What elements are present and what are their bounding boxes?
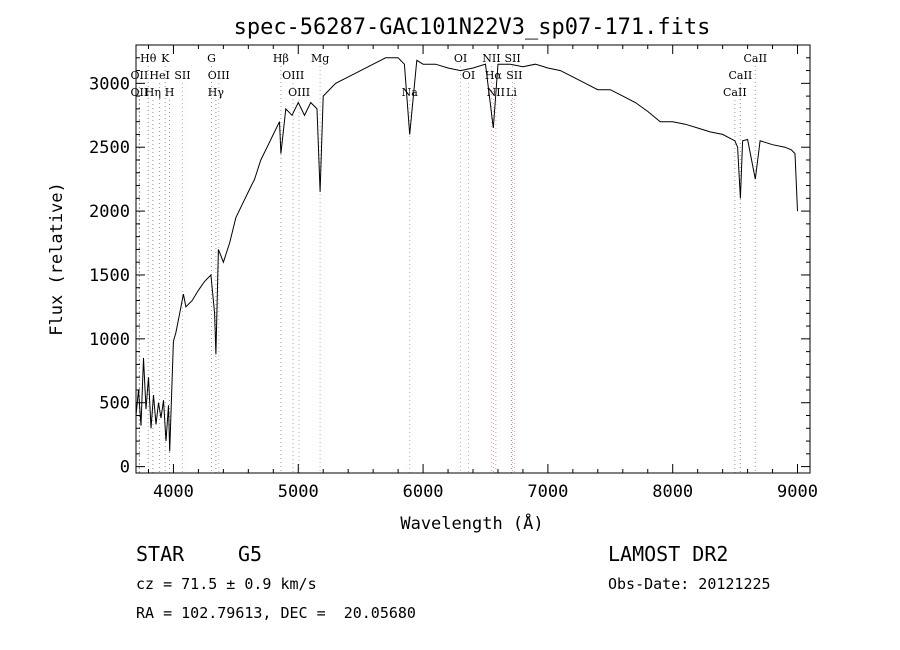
line-marker-label: SII	[174, 69, 190, 82]
x-tick-label: 4000	[153, 482, 194, 502]
line-marker-label: OII	[131, 86, 149, 99]
line-marker-label: Hγ	[208, 86, 225, 99]
y-axis: 0 500 1000 1500 2000 2500 3000	[89, 57, 810, 478]
line-marker-label: Hη	[145, 86, 161, 99]
y-tick-label: 1500	[89, 266, 130, 286]
x-tick-label: 9000	[777, 482, 818, 502]
x-axis: 4000 5000 6000 7000 8000 9000	[147, 45, 818, 502]
line-marker-label: K	[161, 52, 170, 65]
x-tick-label: 5000	[278, 482, 319, 502]
x-axis-label: Wavelength (Å)	[400, 512, 543, 534]
line-marker-label: SII	[504, 52, 520, 65]
x-tick-label: 8000	[652, 482, 693, 502]
line-marker-label: CaII	[743, 52, 767, 65]
line-marker-label: OI	[462, 69, 475, 82]
y-axis-label: Flux (relative)	[47, 182, 67, 336]
y-tick-label: 1000	[89, 330, 130, 350]
line-marker-label: OIII	[208, 69, 230, 82]
y-tick-label: 0	[120, 458, 130, 478]
y-tick-label: 500	[99, 394, 130, 414]
line-marker-label: SII	[506, 69, 522, 82]
plot-frame	[135, 44, 811, 474]
line-marker-label: OIII	[288, 86, 310, 99]
survey-name: LAMOST DR2	[608, 542, 729, 566]
y-tick-label: 2000	[89, 202, 130, 222]
chart-title: spec-56287-GAC101N22V3_sp07-171.fits	[234, 15, 711, 40]
object-class: STAR	[136, 542, 185, 566]
line-marker-label: Mg	[311, 52, 329, 65]
line-marker-layer: Hθ K G Hβ Mg OI NII SII CaII OII HeI SII OIII OIII OI H…	[131, 52, 767, 473]
redshift-cz: cz = 71.5 ± 0.9 km/s	[136, 575, 317, 593]
ra-dec-coordinates: RA = 102.79613, DEC = 20.05680	[136, 604, 416, 622]
line-marker-label: Hθ	[140, 52, 157, 65]
y-tick-label: 3000	[89, 74, 130, 94]
y-tick-label: 2500	[89, 138, 130, 158]
line-marker-label: HeI	[149, 69, 169, 82]
line-marker-label: G	[207, 52, 216, 65]
line-marker-label: NII	[482, 52, 500, 65]
line-marker-label: H	[165, 86, 175, 99]
line-marker-label: Hα	[485, 69, 503, 82]
line-marker-label: OII	[131, 69, 149, 82]
line-marker-label: CaII	[729, 69, 753, 82]
line-marker-label: Na	[402, 86, 419, 99]
observation-date: Obs-Date: 20121225	[608, 575, 771, 593]
line-marker-label: Li	[506, 86, 517, 99]
x-tick-label: 7000	[527, 482, 568, 502]
line-marker-label: CaII	[723, 86, 747, 99]
line-marker-label: Hβ	[273, 52, 289, 65]
line-marker-label: OI	[454, 52, 467, 65]
line-marker-label: OIII	[282, 69, 304, 82]
spectrum-line	[135, 57, 798, 452]
object-subclass: G5	[238, 542, 263, 566]
x-tick-label: 6000	[403, 482, 444, 502]
